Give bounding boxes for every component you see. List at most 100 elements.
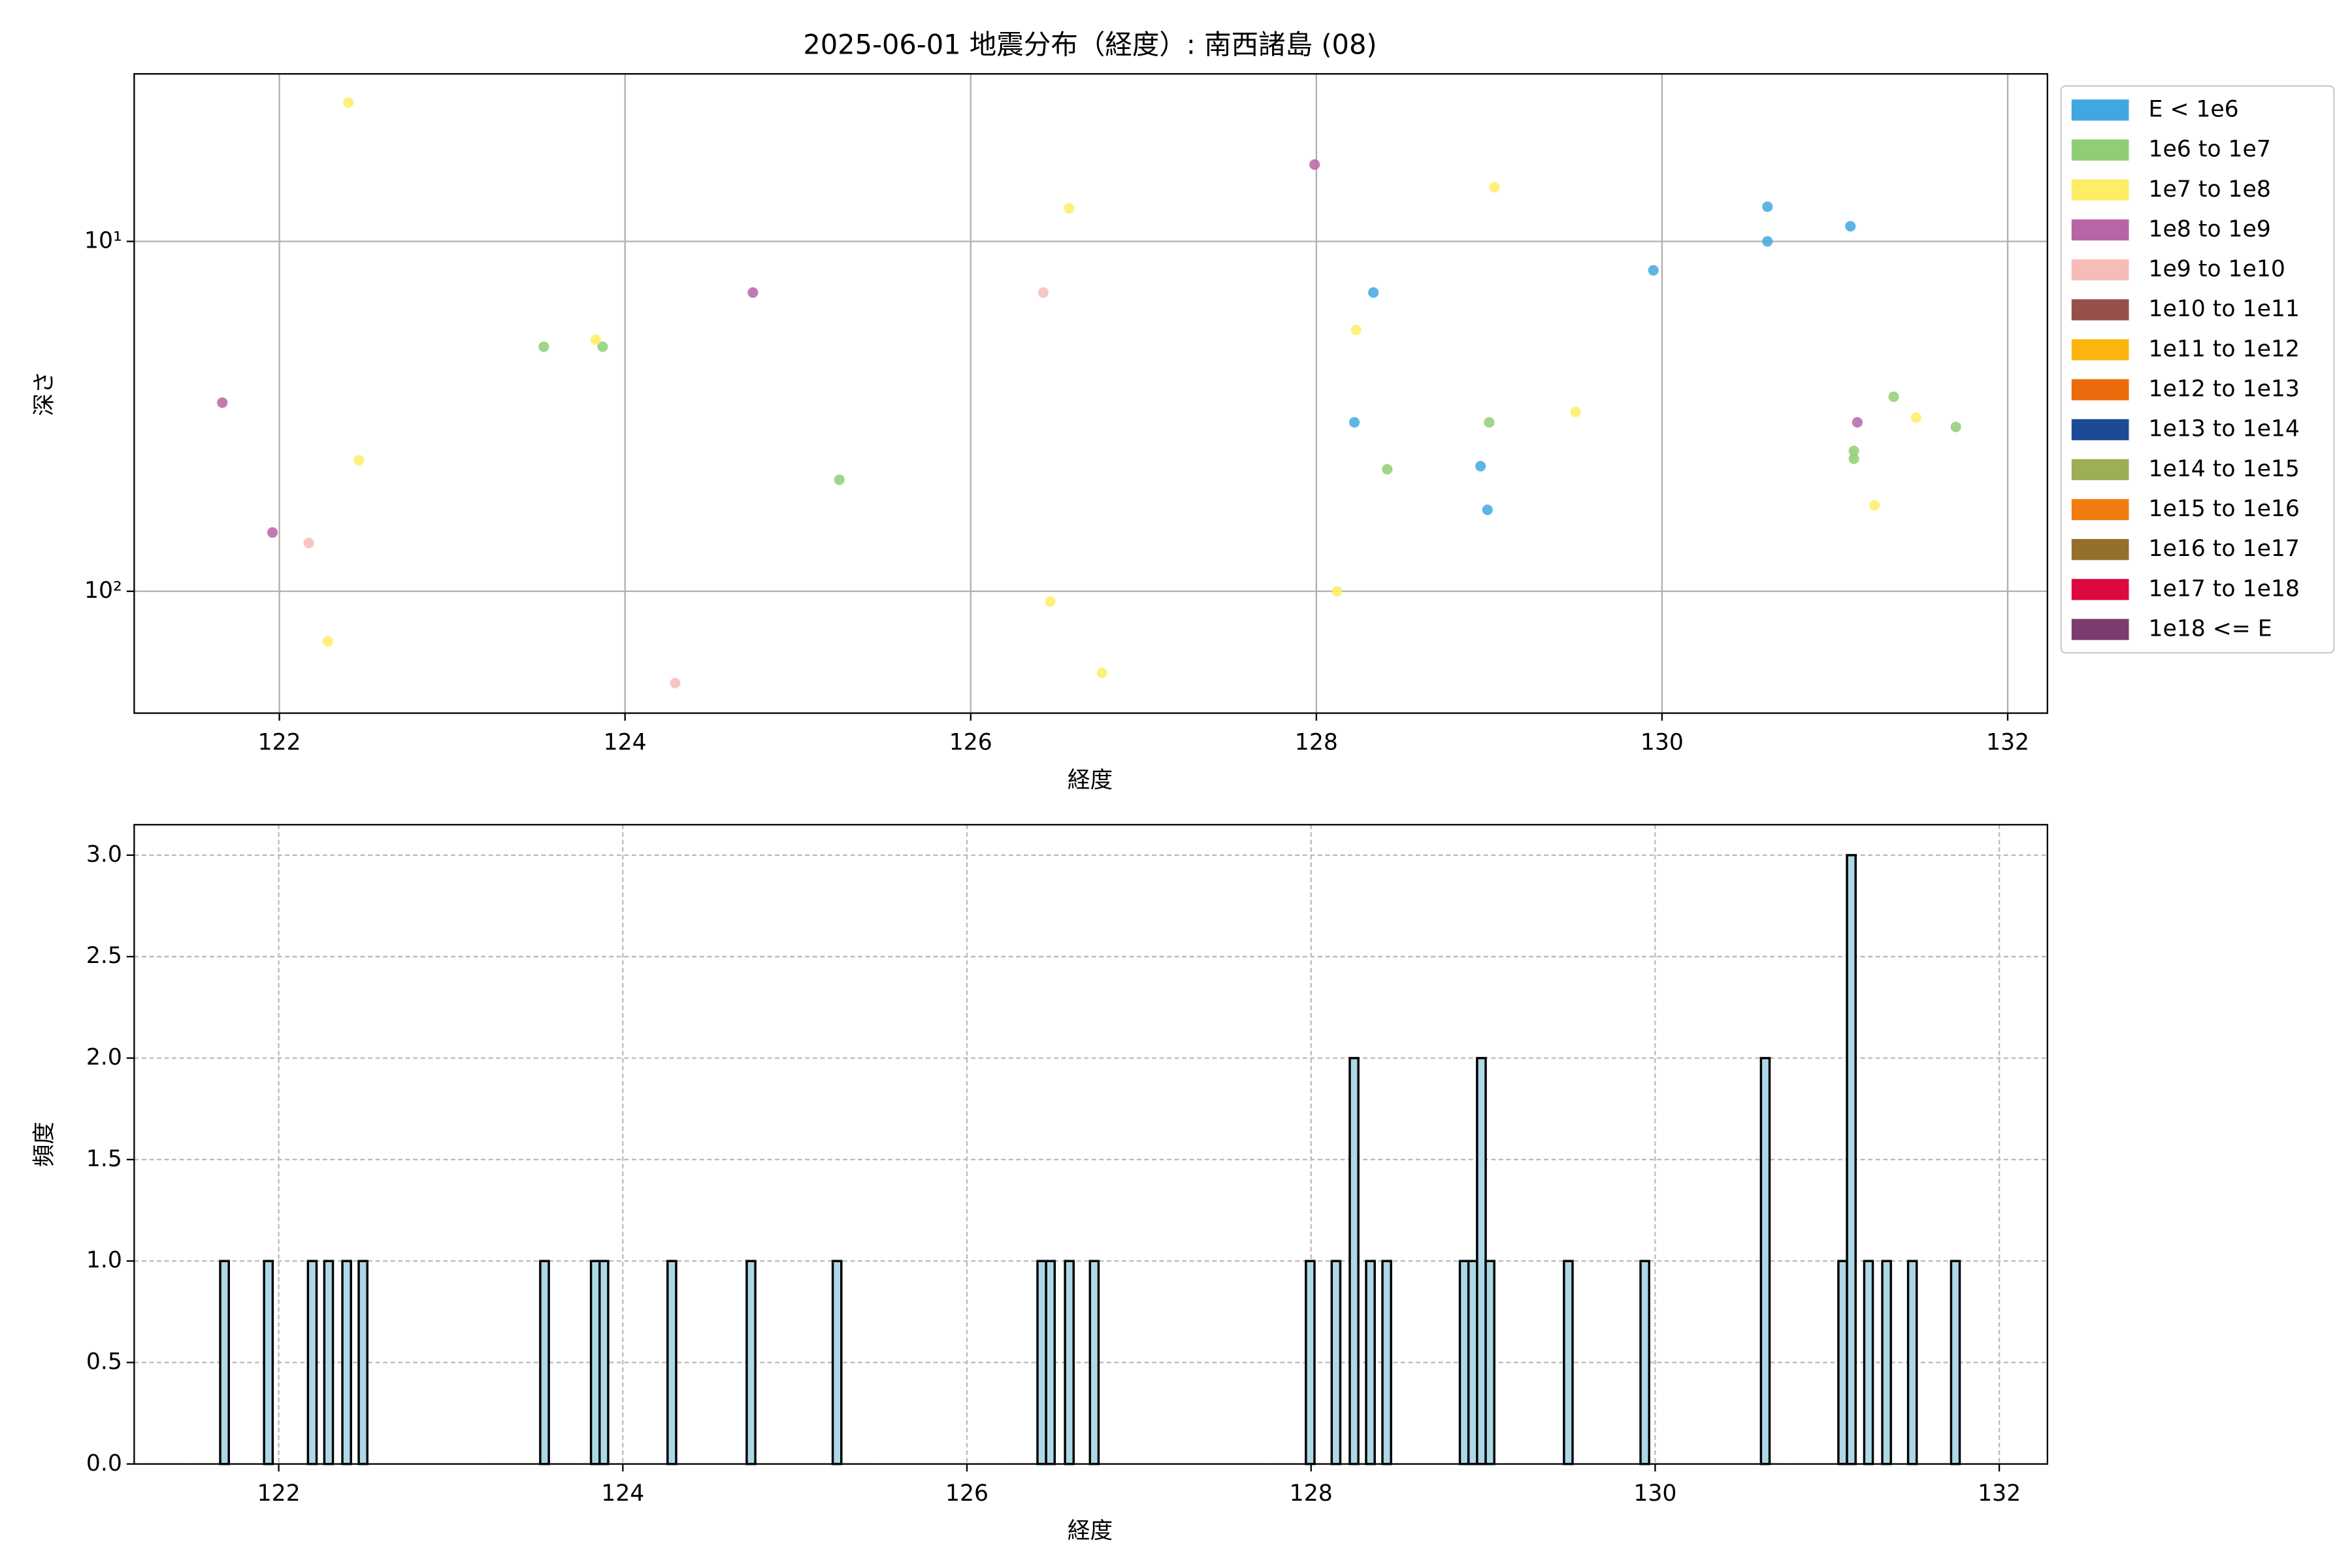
scatter-point [1331,585,1343,597]
scatter-point [1888,391,1899,402]
scatter-point [1484,417,1495,428]
plot-frame [133,824,2048,1465]
scatter-point [1475,461,1486,472]
legend-swatch [2071,219,2129,241]
scatter-point [1064,203,1075,214]
histogram-bar [1846,854,1857,1465]
x-axis-label: 経度 [1068,767,1113,793]
y-axis-label: 深さ [31,371,57,416]
histogram-bar [1045,1260,1056,1465]
y-tick-label: 0.0 [86,1450,122,1477]
histogram-bar [1036,1260,1047,1465]
y-tick-label: 0.5 [86,1348,122,1375]
scatter-point [1037,287,1049,298]
legend-swatch [2071,379,2129,400]
histogram-bar [1467,1260,1478,1465]
scatter-point [1368,287,1379,298]
scatter-point [1869,500,1880,511]
histogram-bar [666,1260,678,1465]
histogram-bar [357,1260,368,1465]
legend-label: 1e9 to 1e10 [2148,256,2285,282]
scatter-point [322,636,333,647]
legend-label: 1e7 to 1e8 [2148,176,2270,203]
scatter-point [1348,417,1360,428]
legend-label: 1e15 to 1e16 [2148,496,2299,522]
scatter-point [1489,182,1500,193]
x-tick-label: 132 [1978,1480,2021,1507]
histogram-bar [323,1260,335,1465]
scatter-point [538,341,549,352]
legend-swatch [2071,579,2129,600]
legend-label: E < 1e6 [2148,96,2238,122]
histogram-bar [341,1260,352,1465]
scatter-point [670,678,681,689]
scatter-point [1762,236,1773,247]
histogram-bar [1906,1260,1918,1465]
plot-frame [133,73,2048,714]
legend-label: 1e17 to 1e18 [2148,576,2299,602]
histogram-bar [1476,1056,1487,1465]
y-tick-label: 10² [84,578,122,604]
scatter-point [1845,221,1856,232]
y-tick-label: 3.0 [86,841,122,868]
scatter-point [1950,421,1961,433]
scatter-point [1096,667,1107,678]
histogram-bar [1305,1260,1316,1465]
scatter-point [747,287,759,298]
x-tick-label: 130 [1641,730,1684,756]
histogram-bar [1064,1260,1075,1465]
histogram-bar [1881,1260,1892,1465]
scatter-point [1852,417,1863,428]
legend-swatch [2071,299,2129,321]
legend-frame [2060,85,2335,654]
y-tick-label: 2.0 [86,1045,122,1071]
histogram-bar [539,1260,550,1465]
legend-swatch [2071,259,2129,281]
histogram-bar [1088,1260,1100,1465]
scatter-point [590,334,601,346]
histogram-bar [831,1260,843,1465]
legend: E < 1e6 1e6 to 1e7 1e7 to 1e8 1e8 to 1e9 1e9… [2060,85,2335,654]
scatter-point [1762,201,1773,212]
histogram-bar [1381,1260,1392,1465]
legend-label: 1e13 to 1e14 [2148,416,2299,442]
x-tick-label: 122 [257,1480,301,1507]
scatter-point [353,455,365,466]
histogram-bar [1639,1260,1650,1465]
scatter-point [597,341,608,352]
histogram-bar [263,1260,274,1465]
histogram-bar [1365,1260,1376,1465]
legend-swatch [2071,339,2129,361]
y-tick-label: 1.5 [86,1146,122,1172]
histogram-bar [1759,1056,1771,1465]
scatter-point [1350,324,1362,335]
histogram-bar [1330,1260,1342,1465]
scatter-point [217,397,228,408]
histogram-bar [589,1260,601,1465]
scatter-point [1309,159,1320,170]
x-tick-label: 128 [1295,730,1338,756]
y-tick-label: 1.0 [86,1247,122,1273]
x-tick-label: 124 [601,1480,644,1507]
legend-swatch [2071,539,2129,561]
y-tick-label: 10¹ [84,228,122,254]
x-tick-label: 126 [945,1480,988,1507]
scatter-point [267,527,278,538]
histogram-bar [1950,1260,1961,1465]
histogram-bar [745,1260,757,1465]
scatter-point [1570,406,1581,417]
legend-label: 1e10 to 1e11 [2148,296,2299,322]
scatter-point [1848,446,1859,457]
legend-label: 1e8 to 1e9 [2148,216,2270,242]
scatter-point [1848,453,1859,465]
scatter-point [834,474,845,485]
histogram-bar [219,1260,230,1465]
legend-swatch [2071,498,2129,521]
y-axis-label: 頻度 [31,1122,57,1167]
histogram-bar [1458,1260,1470,1465]
scatter-point [1910,412,1921,423]
x-tick-label: 130 [1633,1480,1676,1507]
scatter-point [1382,464,1393,475]
